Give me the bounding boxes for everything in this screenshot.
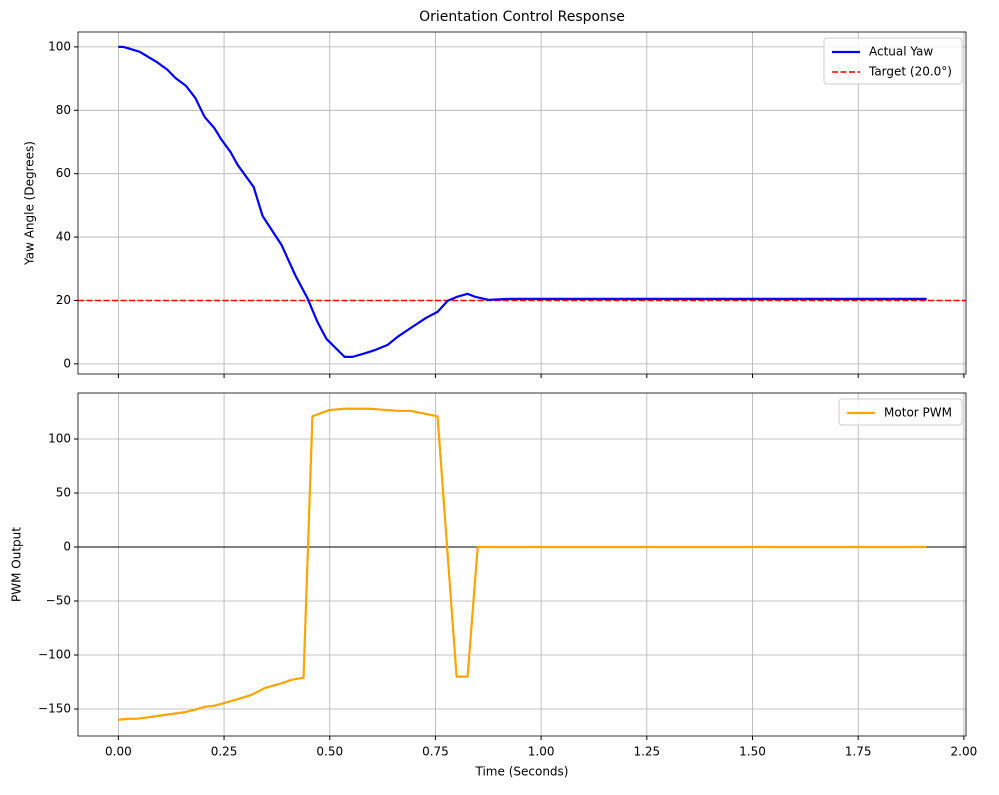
x-tick-label: 1.50: [739, 745, 766, 759]
y-tick-label: −50: [46, 594, 71, 608]
legend: Actual Yaw Target (20.0°): [823, 37, 963, 85]
y-tick-label: 0: [63, 356, 71, 370]
x-tick-label: 0.00: [105, 745, 132, 759]
y-axis-label: Yaw Angle (Degrees): [23, 141, 37, 266]
y-tick-label: 40: [56, 230, 71, 244]
x-tick-label: 1.75: [845, 745, 872, 759]
legend: Motor PWM: [838, 398, 963, 426]
legend-frame: [838, 398, 963, 426]
x-tick-label: 2.00: [951, 745, 978, 759]
x-tick-label: 0.75: [422, 745, 449, 759]
x-tick-label: 0.50: [316, 745, 343, 759]
data-line: [118, 407, 927, 721]
y-axis-label: PWM Output: [10, 527, 24, 602]
y-tick-label: 100: [48, 39, 71, 53]
y-tick-label: 0: [63, 540, 71, 554]
x-tick-label: 0.25: [211, 745, 238, 759]
x-tick-label: 1.25: [633, 745, 660, 759]
y-tick-label: −100: [38, 648, 71, 662]
x-tick-label: 1.00: [528, 745, 555, 759]
y-tick-label: 100: [48, 432, 71, 446]
x-axis-label: Time (Seconds): [475, 765, 569, 779]
y-tick-label: 20: [56, 293, 71, 307]
chart-title: Orientation Control Response: [419, 9, 625, 25]
legend-label: Target (20.0°): [868, 65, 952, 79]
legend-label: Motor PWM: [884, 406, 952, 420]
legend-label: Actual Yaw: [869, 45, 933, 59]
y-tick-label: 80: [56, 103, 71, 117]
data-line: [118, 45, 927, 358]
axes-frame: [77, 31, 967, 375]
y-tick-label: 60: [56, 166, 71, 180]
axes-frame: [77, 392, 967, 737]
y-tick-label: 50: [56, 486, 71, 500]
y-tick-label: −150: [38, 702, 71, 716]
